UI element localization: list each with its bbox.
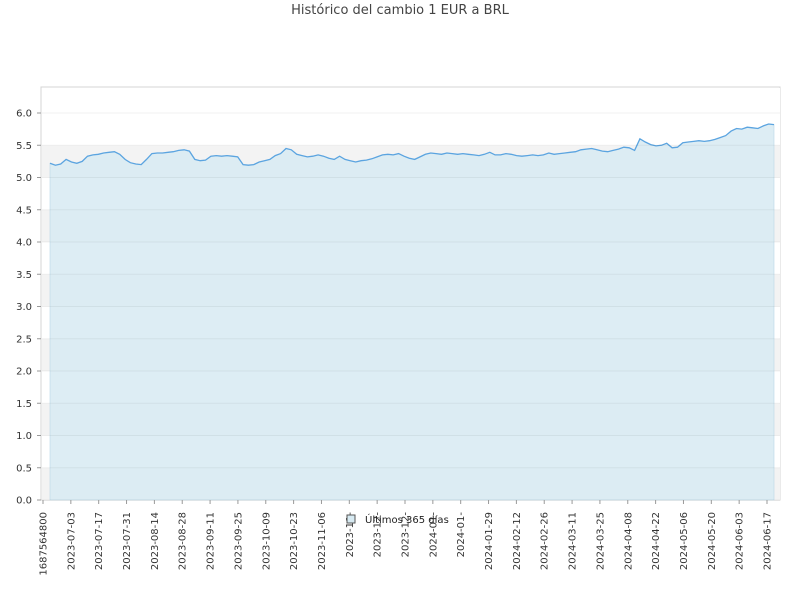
x-tick-label: 2023-12- [401, 512, 412, 558]
x-tick-label: 2023-11- [345, 512, 356, 558]
x-tick-label: 2023-07-31 [122, 512, 133, 570]
x-tick-label: 2024-01- [456, 512, 467, 558]
x-tick-label: 2023-07-03 [66, 512, 77, 570]
y-tick-label: 5.5 [16, 141, 32, 152]
x-tick-label: 2024-02-12 [512, 512, 523, 570]
legend-label: Últimos 365 días [365, 513, 449, 526]
x-tick-label: 2023-11-06 [317, 512, 328, 570]
series-fill [49, 123, 775, 501]
x-tick-label: 2024-04-22 [651, 512, 662, 570]
y-tick-label: 4.5 [16, 205, 32, 216]
y-tick-label: 2.5 [16, 334, 32, 345]
y-tick-label: 0.5 [16, 463, 32, 474]
x-tick-label: 2024-05-06 [679, 512, 690, 570]
y-tick-label: 2.0 [16, 367, 32, 378]
x-tick-label: 2023-09-11 [206, 512, 217, 570]
legend: Últimos 365 días [346, 513, 449, 526]
y-tick-label: 4.0 [16, 238, 32, 249]
x-tick-label: 2024-02-26 [540, 512, 551, 570]
series-line [49, 123, 775, 166]
x-tick-label: 2023-07-17 [94, 512, 105, 570]
grid-band [42, 113, 780, 146]
y-tick-label: 0.0 [16, 496, 32, 507]
x-tick-label: 2023-12- [373, 512, 384, 558]
x-tick-label: 2024-01-29 [484, 512, 495, 570]
x-tick-label: 2023-09-25 [233, 512, 244, 570]
x-tick-label: 1687564800 [39, 512, 50, 576]
y-tick-label: 3.5 [16, 270, 32, 281]
y-tick-label: 3.0 [16, 302, 32, 313]
x-tick-label: 2024-03-25 [595, 512, 606, 570]
x-tick-label: 2024-04-08 [623, 512, 634, 570]
legend-swatch [346, 514, 356, 524]
x-tick-label: 2023-08-28 [178, 512, 189, 570]
x-tick-label: 2023-10-23 [289, 512, 300, 570]
series-area [42, 112, 780, 501]
x-tick-label: 2024-06-17 [763, 512, 774, 570]
x-tick-label: 2024-03-11 [568, 512, 579, 570]
y-tick-label: 5.0 [16, 173, 32, 184]
x-tick-label: 2024-06-03 [735, 512, 746, 570]
x-axis: 1687564800 2023-07-03 2023-07-17 2023-07-31… [39, 500, 774, 576]
x-tick-label: 2023-08-14 [150, 512, 161, 570]
x-tick-label: 2023-10-09 [261, 512, 272, 570]
x-tick-label: 2024-01- [428, 512, 439, 558]
grid-band [42, 88, 780, 113]
y-tick-label: 1.0 [16, 431, 32, 442]
y-tick-label: 1.5 [16, 399, 32, 410]
y-axis: 0.0 0.5 1.0 1.5 2.0 2.5 3.0 3.5 4.0 4.5 5.0 5.5 6.0 [16, 109, 41, 507]
x-tick-label: 2024-05-20 [707, 512, 718, 570]
y-tick-label: 6.0 [16, 109, 32, 120]
chart-title: Histórico del cambio 1 EUR a BRL [291, 3, 509, 18]
